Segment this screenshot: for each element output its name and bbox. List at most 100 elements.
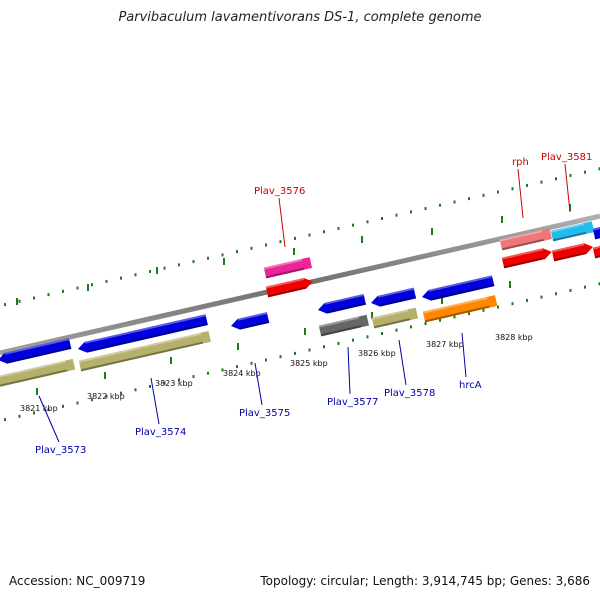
minor-tick-dot bbox=[366, 335, 369, 339]
gene-plav-3581[interactable] bbox=[550, 221, 595, 242]
gene-label[interactable]: Plav_3577 bbox=[327, 397, 378, 408]
minor-tick-dot bbox=[294, 351, 296, 355]
gene-label-leader bbox=[398, 339, 407, 386]
minor-tick-dot bbox=[120, 276, 122, 280]
gene-plav-3573[interactable] bbox=[0, 338, 72, 365]
minor-tick-dot bbox=[62, 289, 64, 293]
gene-rph-track2[interactable] bbox=[501, 247, 553, 269]
gene-features[interactable] bbox=[0, 221, 600, 388]
minor-tick-dot bbox=[352, 338, 354, 342]
accession-text: Accession: NC_009719 bbox=[9, 574, 146, 588]
gene-hrca[interactable] bbox=[421, 275, 495, 302]
gene-label-leader bbox=[150, 377, 160, 425]
minor-tick-dot bbox=[134, 273, 137, 277]
gene-label-leader bbox=[517, 168, 524, 219]
gene-plav-3578[interactable] bbox=[370, 287, 417, 309]
major-ticks: 3821 kbp 3822 kbp 3823 kbp 3824 kbp 3825 kbp… bbox=[16, 204, 571, 413]
gene-label-leader bbox=[38, 395, 60, 443]
minor-tick-dot bbox=[511, 187, 514, 191]
gene-label[interactable]: rph bbox=[512, 157, 529, 168]
minor-tick-dot bbox=[424, 207, 427, 211]
map-title: Parvibaculum lavamentivorans DS-1, compl… bbox=[118, 10, 482, 25]
minor-tick-dot bbox=[526, 183, 528, 187]
minor-tick-dot bbox=[497, 190, 499, 194]
minor-tick-dot bbox=[76, 286, 79, 290]
gene-plav-3577[interactable] bbox=[317, 293, 367, 315]
tick-label: 3828 kbp bbox=[495, 333, 533, 342]
minor-tick-dot bbox=[395, 328, 398, 332]
minor-tick-dot bbox=[439, 318, 441, 322]
minor-tick-dot bbox=[410, 210, 412, 214]
gene-label[interactable]: Plav_3581 bbox=[541, 152, 592, 163]
minor-tick-dot bbox=[482, 308, 485, 312]
minor-tick-dot bbox=[76, 401, 79, 405]
minor-tick-dot bbox=[555, 292, 557, 296]
minor-tick-dot bbox=[453, 200, 456, 204]
minor-tick-dot bbox=[584, 170, 586, 174]
minor-tick-dot bbox=[4, 303, 6, 307]
minor-tick-dot bbox=[265, 243, 267, 247]
minor-tick-dot bbox=[395, 213, 398, 217]
minor-tick-dot bbox=[569, 173, 572, 177]
minor-tick-dot bbox=[178, 263, 180, 267]
minor-tick-dot bbox=[236, 365, 238, 369]
tick-label: 3822 kbp bbox=[87, 392, 125, 401]
gene-hrca-track2[interactable] bbox=[422, 295, 498, 323]
minor-tick-dot bbox=[279, 355, 282, 359]
gene-labels: Plav_3573 Plav_3574 Plav_3575 Plav_3577 Plav… bbox=[35, 152, 592, 456]
tick-label: 3821 kbp bbox=[20, 404, 58, 413]
minor-tick-dot bbox=[163, 381, 166, 385]
minor-tick-dot bbox=[337, 341, 340, 345]
minor-tick-dot bbox=[47, 293, 50, 297]
tick-label: 3826 kbp bbox=[358, 349, 396, 358]
gene-plav-3581-track2[interactable] bbox=[551, 242, 594, 262]
minor-tick-dot bbox=[540, 180, 543, 184]
gene-edge-fragment-track2[interactable] bbox=[592, 245, 600, 259]
minor-tick-dots bbox=[4, 167, 600, 422]
gene-plav-3574[interactable] bbox=[77, 314, 208, 354]
gene-label[interactable]: Plav_3575 bbox=[239, 408, 290, 419]
gene-label[interactable]: Plav_3576 bbox=[254, 186, 305, 197]
minor-tick-dot bbox=[192, 375, 195, 379]
minor-tick-dot bbox=[366, 220, 369, 224]
tick-label: 3823 kbp bbox=[155, 379, 193, 388]
gene-edge-fragment[interactable] bbox=[592, 226, 600, 240]
gene-plav-3576[interactable] bbox=[263, 257, 313, 279]
minor-tick-dot bbox=[555, 177, 557, 181]
gene-plav-3575[interactable] bbox=[230, 312, 270, 331]
gene-plav-3576-track2[interactable] bbox=[265, 276, 314, 298]
minor-tick-dot bbox=[91, 283, 93, 287]
minor-tick-dot bbox=[18, 414, 21, 418]
minor-tick-dot bbox=[569, 288, 572, 292]
minor-tick-dot bbox=[453, 315, 456, 319]
gene-plav-3573-track2[interactable] bbox=[0, 358, 76, 388]
minor-tick-dot bbox=[308, 348, 311, 352]
minor-tick-dot bbox=[250, 361, 253, 365]
minor-tick-dot bbox=[91, 398, 93, 402]
minor-tick-dot bbox=[497, 305, 499, 309]
minor-tick-dot bbox=[381, 332, 383, 336]
minor-tick-dot bbox=[308, 233, 311, 237]
gene-label[interactable]: Plav_3573 bbox=[35, 445, 86, 456]
minor-tick-dot bbox=[105, 394, 108, 398]
gene-rph[interactable] bbox=[499, 228, 552, 251]
minor-tick-dot bbox=[598, 167, 600, 171]
genome-summary-text: Topology: circular; Length: 3,914,745 bp… bbox=[260, 574, 590, 588]
minor-tick-dot bbox=[4, 418, 6, 422]
minor-tick-dot bbox=[323, 345, 325, 349]
gene-plav-3574-track2[interactable] bbox=[78, 331, 211, 372]
gene-plav-3577-track2[interactable] bbox=[318, 314, 369, 337]
gene-label[interactable]: Plav_3574 bbox=[135, 427, 186, 438]
gene-label-leader bbox=[564, 163, 571, 213]
gene-plav-3578-track2[interactable] bbox=[371, 307, 419, 329]
minor-tick-dot bbox=[352, 223, 354, 227]
gene-label-leader bbox=[347, 346, 351, 395]
minor-tick-dot bbox=[410, 325, 412, 329]
gene-label[interactable]: Plav_3578 bbox=[384, 388, 435, 399]
minor-tick-dot bbox=[236, 250, 238, 254]
minor-tick-dot bbox=[337, 226, 340, 230]
minor-tick-dot bbox=[381, 217, 383, 221]
gene-label[interactable]: hrcA bbox=[459, 380, 482, 391]
gene-label-leader bbox=[278, 197, 286, 248]
